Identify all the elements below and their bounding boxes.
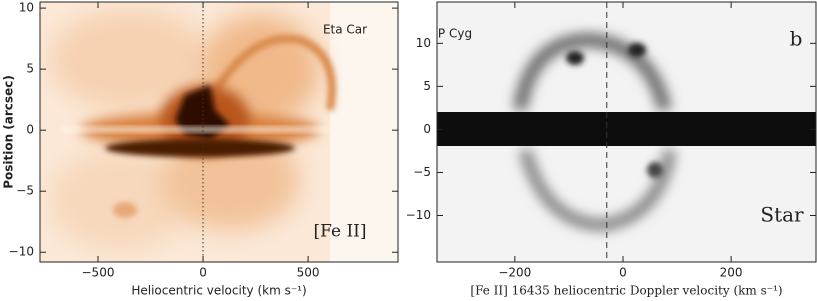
x-tick-label: 200 bbox=[720, 266, 743, 280]
plot-frame bbox=[39, 1, 399, 263]
panel-annotation: P Cyg bbox=[438, 27, 472, 41]
y-tick-label: 0 bbox=[26, 123, 34, 137]
eta-car-image bbox=[40, 2, 398, 262]
x-tick-label: −200 bbox=[498, 266, 531, 280]
y-tick-label: 10 bbox=[19, 1, 34, 15]
panel-annotation: [Fe II] bbox=[313, 222, 366, 242]
y-axis-label: Position (arcsec) bbox=[2, 75, 16, 189]
x-tick-label: 500 bbox=[297, 266, 320, 280]
y-tick-label: 10 bbox=[416, 36, 431, 50]
x-tick-label: 0 bbox=[199, 266, 207, 280]
y-tick-label: 5 bbox=[26, 62, 34, 76]
x-tick-label: −500 bbox=[82, 266, 115, 280]
x-axis-label: [Fe II] 16435 heliocentric Doppler veloc… bbox=[470, 284, 782, 298]
panel-annotation: Star bbox=[760, 203, 804, 227]
y-tick-label: −10 bbox=[9, 245, 34, 259]
plot-frame bbox=[436, 1, 817, 263]
x-tick-label: 0 bbox=[619, 266, 627, 280]
x-axis-label: Heliocentric velocity (km s⁻¹) bbox=[131, 284, 306, 298]
y-tick-label: 0 bbox=[423, 122, 431, 136]
y-tick-label: −5 bbox=[16, 184, 34, 198]
p-cyg-image bbox=[437, 2, 816, 262]
y-tick-label: −5 bbox=[413, 165, 431, 179]
panel-annotation: Eta Car bbox=[323, 23, 367, 37]
y-tick-label: −10 bbox=[406, 208, 431, 222]
y-tick-label: 5 bbox=[423, 79, 431, 93]
panel-annotation: b bbox=[790, 27, 803, 51]
